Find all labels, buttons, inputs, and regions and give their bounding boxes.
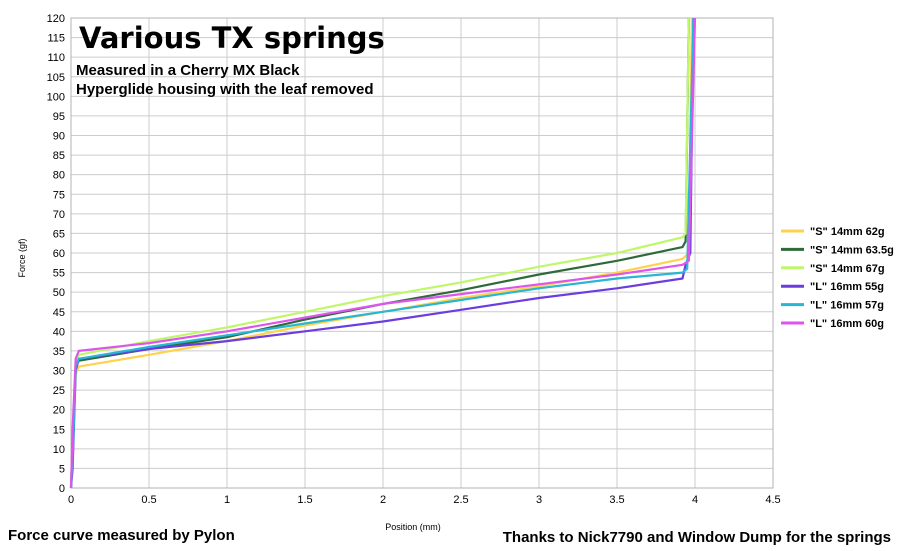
y-tick-label: 75 bbox=[53, 189, 65, 201]
x-tick-label: 1 bbox=[224, 494, 230, 506]
x-axis-label: Position (mm) bbox=[385, 522, 441, 532]
y-tick-label: 110 bbox=[47, 52, 65, 64]
footer-credit-left: Force curve measured by Pylon bbox=[8, 527, 235, 544]
y-tick-label: 105 bbox=[47, 72, 65, 84]
y-tick-label: 60 bbox=[53, 248, 65, 260]
legend-entry-label: "S" 14mm 62g bbox=[810, 226, 885, 238]
legend-entry-label: "S" 14mm 67g bbox=[810, 263, 885, 275]
y-tick-label: 80 bbox=[53, 170, 65, 182]
chart-subtitle-line-1: Measured in a Cherry MX Black bbox=[76, 62, 300, 79]
x-tick-label: 2.5 bbox=[453, 494, 468, 506]
y-tick-label: 25 bbox=[53, 385, 65, 397]
x-tick-label: 0 bbox=[68, 494, 74, 506]
grid bbox=[70, 17, 774, 489]
y-tick-label: 35 bbox=[53, 346, 65, 358]
y-tick-label: 10 bbox=[53, 444, 65, 456]
chart-title: Various TX springs bbox=[79, 21, 385, 55]
y-tick-label: 90 bbox=[53, 131, 65, 143]
legend-entry-label: "L" 16mm 55g bbox=[810, 281, 884, 293]
y-tick-label: 30 bbox=[53, 366, 65, 378]
x-tick-label: 1.5 bbox=[297, 494, 312, 506]
y-tick-label: 95 bbox=[53, 111, 65, 123]
x-tick-label: 4 bbox=[692, 494, 698, 506]
y-tick-label: 50 bbox=[53, 287, 65, 299]
axes: 0510152025303540455055606570758085909510… bbox=[47, 13, 781, 506]
x-tick-label: 3 bbox=[536, 494, 542, 506]
series-line-6 bbox=[69, 17, 697, 489]
y-tick-label: 15 bbox=[53, 424, 65, 436]
y-tick-label: 0 bbox=[59, 483, 65, 495]
y-tick-label: 70 bbox=[53, 209, 65, 221]
series-lines bbox=[69, 17, 697, 489]
y-axis-label: Force (gf) bbox=[17, 238, 27, 277]
y-tick-label: 120 bbox=[47, 13, 65, 25]
y-tick-label: 20 bbox=[53, 405, 65, 417]
legend-entry-label: "L" 16mm 60g bbox=[810, 318, 884, 330]
footer-credit-right: Thanks to Nick7790 and Window Dump for t… bbox=[503, 529, 891, 546]
y-tick-label: 45 bbox=[53, 307, 65, 319]
plot-frame bbox=[70, 17, 774, 489]
chart-subtitle-line-2: Hyperglide housing with the leaf removed bbox=[76, 81, 374, 98]
x-tick-label: 2 bbox=[380, 494, 386, 506]
y-tick-label: 85 bbox=[53, 150, 65, 162]
x-tick-label: 4.5 bbox=[765, 494, 780, 506]
x-tick-label: 3.5 bbox=[609, 494, 624, 506]
legend: "S" 14mm 62g "S" 14mm 63.5g "S" 14mm 67g "L… bbox=[781, 226, 894, 330]
legend-entry-label: "S" 14mm 63.5g bbox=[810, 244, 894, 256]
y-tick-label: 5 bbox=[59, 463, 65, 475]
y-tick-label: 40 bbox=[53, 326, 65, 338]
legend-entry-label: "L" 16mm 57g bbox=[810, 300, 884, 312]
y-tick-label: 115 bbox=[47, 33, 65, 45]
y-tick-label: 55 bbox=[53, 268, 65, 280]
x-tick-label: 0.5 bbox=[141, 494, 156, 506]
y-tick-label: 100 bbox=[47, 91, 65, 103]
y-tick-label: 65 bbox=[53, 228, 65, 240]
